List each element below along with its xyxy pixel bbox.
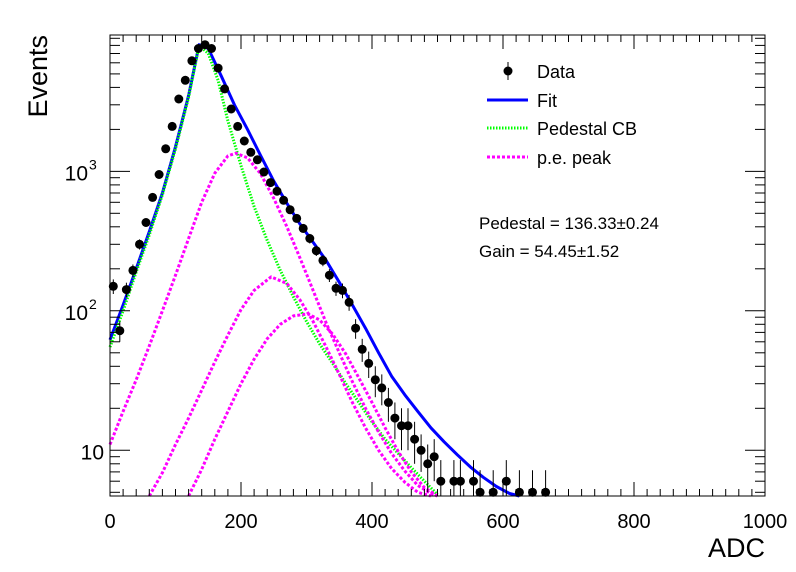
annotation-gain: Gain = 54.45±1.52 bbox=[479, 242, 619, 261]
legend: Data Fit Pedestal CB p.e. peak bbox=[487, 62, 637, 168]
curves-layer bbox=[108, 43, 520, 498]
x-axis-label: ADC bbox=[708, 533, 765, 563]
y-tick-label: 10 bbox=[65, 302, 88, 325]
x-tick-label: 0 bbox=[104, 511, 115, 533]
data-point bbox=[128, 265, 138, 275]
y-tick-label-exponent: 3 bbox=[89, 156, 97, 172]
legend-label-pe-peak: p.e. peak bbox=[537, 148, 612, 168]
data-point bbox=[541, 487, 551, 497]
data-point bbox=[351, 323, 361, 333]
data-point bbox=[193, 44, 203, 53]
data-point bbox=[187, 56, 197, 66]
axis-ticks bbox=[109, 35, 766, 496]
data-point bbox=[305, 234, 315, 243]
data-point bbox=[226, 104, 236, 114]
data-point bbox=[298, 223, 308, 233]
x-tick-label: 1000 bbox=[743, 511, 788, 533]
data-point bbox=[344, 297, 354, 307]
curve-p-e-peak-2 bbox=[147, 275, 432, 498]
data-point bbox=[266, 178, 275, 188]
data-point bbox=[390, 413, 400, 423]
data-point bbox=[469, 476, 478, 486]
legend-entry-fit: Fit bbox=[487, 91, 557, 111]
annotation-pedestal-pm: ± bbox=[617, 214, 626, 233]
curve-p-e-peak-1 bbox=[108, 151, 439, 498]
data-point bbox=[397, 421, 406, 431]
annotation-gain-value: Gain = 54.45 bbox=[479, 242, 577, 261]
data-point bbox=[377, 383, 387, 393]
data-point bbox=[449, 476, 459, 486]
data-point bbox=[148, 192, 158, 202]
data-point bbox=[423, 459, 433, 469]
data-point bbox=[246, 147, 256, 157]
data-point bbox=[259, 167, 269, 177]
data-points-layer bbox=[108, 40, 551, 497]
data-point bbox=[239, 136, 249, 146]
data-point bbox=[357, 344, 367, 354]
data-point bbox=[141, 218, 151, 227]
x-tick-label: 400 bbox=[355, 511, 388, 533]
y-axis-label: Events bbox=[23, 35, 53, 118]
data-point bbox=[416, 445, 426, 455]
data-point bbox=[154, 170, 164, 179]
data-point bbox=[311, 246, 321, 256]
data-point bbox=[338, 285, 347, 295]
data-point bbox=[403, 421, 413, 431]
data-point bbox=[213, 63, 223, 73]
data-point bbox=[180, 75, 190, 85]
curve-p-e-peak-3 bbox=[187, 312, 439, 498]
data-point bbox=[252, 155, 262, 165]
legend-entry-pe-peak: p.e. peak bbox=[487, 148, 612, 168]
data-point bbox=[207, 44, 216, 53]
data-point bbox=[108, 281, 118, 291]
legend-label-fit: Fit bbox=[537, 91, 557, 111]
data-point bbox=[200, 40, 210, 50]
data-point bbox=[167, 121, 177, 131]
data-point bbox=[528, 487, 537, 497]
x-tick-label: 200 bbox=[224, 511, 257, 533]
data-point bbox=[364, 358, 374, 368]
y-tick-label-exponent: 2 bbox=[89, 296, 97, 312]
data-point bbox=[121, 285, 131, 295]
x-tick-label: 600 bbox=[486, 511, 519, 533]
annotation-pedestal-value: Pedestal = 136.33 bbox=[479, 214, 617, 233]
legend-data-marker bbox=[503, 66, 513, 76]
data-point bbox=[233, 121, 243, 131]
data-point bbox=[135, 239, 144, 249]
data-point bbox=[429, 452, 439, 462]
data-point bbox=[161, 144, 171, 154]
data-point bbox=[436, 476, 446, 486]
data-point bbox=[475, 487, 485, 497]
annotation-pedestal: Pedestal = 136.33±0.24 bbox=[479, 214, 659, 233]
data-point bbox=[488, 487, 498, 497]
y-tick-label: 10 bbox=[81, 441, 104, 464]
data-point bbox=[272, 186, 282, 196]
legend-label-data: Data bbox=[537, 62, 576, 82]
data-point bbox=[285, 205, 295, 215]
data-point bbox=[220, 84, 230, 94]
data-point bbox=[115, 326, 125, 336]
data-point bbox=[514, 487, 524, 497]
data-point bbox=[279, 195, 289, 205]
data-point bbox=[318, 255, 328, 265]
data-point bbox=[324, 270, 334, 280]
annotation-gain-pm: ± bbox=[577, 242, 586, 261]
data-point bbox=[455, 476, 465, 486]
legend-entry-pedestal: Pedestal CB bbox=[487, 119, 637, 139]
data-point bbox=[174, 94, 184, 104]
data-point bbox=[410, 434, 420, 444]
annotation-gain-err: 1.52 bbox=[586, 242, 619, 261]
y-tick-label: 10 bbox=[65, 162, 88, 185]
legend-entry-data: Data bbox=[503, 62, 576, 82]
data-point bbox=[383, 398, 393, 407]
data-point bbox=[501, 476, 511, 486]
annotation-pedestal-err: 0.24 bbox=[626, 214, 659, 233]
data-point bbox=[292, 213, 302, 223]
legend-label-pedestal: Pedestal CB bbox=[537, 119, 637, 139]
x-tick-label: 800 bbox=[617, 511, 650, 533]
data-point bbox=[370, 375, 380, 385]
